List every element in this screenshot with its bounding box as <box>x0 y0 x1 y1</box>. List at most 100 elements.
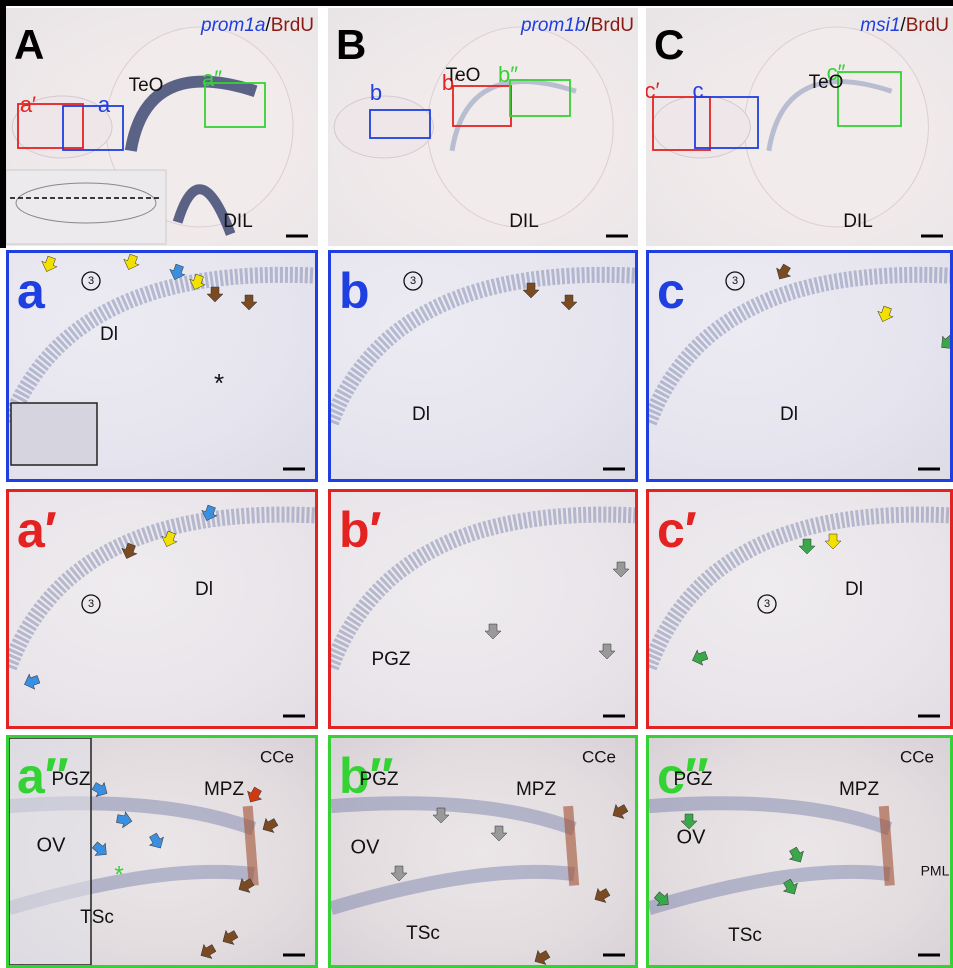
inset-diagram <box>6 170 166 244</box>
annotation: OV <box>37 834 67 856</box>
annotation: c <box>693 78 704 103</box>
annotation: CCe <box>900 747 934 766</box>
inset-frame <box>11 403 97 465</box>
arrow <box>207 287 223 302</box>
panel-canvas: b″PGZCCeMPZOVTSc <box>331 738 635 965</box>
micrograph-panel: Bprom1b/BrdUbb′b″TeODIL <box>328 8 638 246</box>
annotation: PGZ <box>359 769 398 790</box>
annotation: DIL <box>509 211 539 232</box>
annotation: Dl <box>845 579 863 600</box>
annotation: 3 <box>410 275 416 287</box>
title-part: prom1b <box>520 15 585 36</box>
annotation: TeO <box>446 65 481 86</box>
tissue-band <box>331 275 635 423</box>
arrow <box>561 295 577 310</box>
annotation: CCe <box>582 747 616 766</box>
annotation: PGZ <box>51 769 90 790</box>
mpz-band <box>248 806 254 885</box>
annotation: a <box>98 92 111 117</box>
arrow <box>773 262 794 283</box>
arrow <box>531 947 552 965</box>
annotation: PML <box>18 961 45 965</box>
panel-title: prom1a/BrdU <box>200 15 314 36</box>
arrow <box>259 815 280 836</box>
arrow <box>825 534 841 549</box>
title-part: prom1a <box>200 15 265 36</box>
annotation: TeO <box>129 75 164 96</box>
annotation: a′ <box>20 92 36 117</box>
annotation: c′ <box>646 78 660 103</box>
tissue-band <box>649 872 890 908</box>
arrow <box>121 253 141 272</box>
annotation: 3 <box>88 598 94 610</box>
title-part: BrdU <box>906 15 949 36</box>
arrow <box>799 539 815 554</box>
arrow <box>786 845 807 866</box>
panel-label: a <box>17 263 46 319</box>
panel-canvas: b′PGZ <box>331 492 635 726</box>
micrograph-panel: b′PGZ <box>328 489 638 729</box>
title-part: msi1 <box>860 15 900 36</box>
panel-canvas: Bprom1b/BrdUbb′b″TeODIL <box>328 8 638 246</box>
arrow <box>391 866 407 881</box>
tissue-band <box>649 275 950 423</box>
tissue-band <box>9 275 315 423</box>
arrow <box>90 839 112 861</box>
panel-label: A <box>14 21 44 68</box>
annotation: MPZ <box>204 779 245 800</box>
panel-canvas: c″PGZCCeMPZOVTScPML <box>649 738 950 965</box>
mpz-band <box>568 806 574 885</box>
arrow <box>491 826 507 841</box>
mpz-band <box>884 806 890 885</box>
figure: Aprom1a/BrdUTeODILa′aa″Bprom1b/BrdUbb′b″… <box>0 0 953 968</box>
tissue <box>334 96 433 158</box>
panel-canvas: c3Dl <box>649 253 950 479</box>
annotation: OV <box>677 826 707 848</box>
arrow <box>197 941 218 962</box>
arrow <box>599 644 615 659</box>
tissue-band <box>331 803 574 829</box>
annotation: * <box>114 861 123 888</box>
arrow <box>690 648 710 668</box>
panel-label: a′ <box>17 502 57 558</box>
panel-title: msi1/BrdU <box>860 15 949 36</box>
annotation: Dl <box>100 324 118 345</box>
annotation: CCe <box>260 747 294 766</box>
tissue-band <box>331 872 574 908</box>
arrow <box>591 885 612 906</box>
micrograph-panel: c″PGZCCeMPZOVTScPML <box>646 735 953 968</box>
panel-title: prom1b/BrdU <box>520 15 634 36</box>
annotation: TSc <box>728 925 762 946</box>
annotation: Dl <box>412 404 430 425</box>
micrograph-panel: a3Dl* <box>6 250 318 482</box>
panel-label: c′ <box>657 502 697 558</box>
annotation: b″ <box>498 62 518 87</box>
annotation: TSc <box>406 923 440 944</box>
panel-label: B <box>336 21 366 68</box>
arrow <box>116 811 134 829</box>
annotation: DIL <box>223 211 253 232</box>
annotation: TSc <box>80 907 114 928</box>
annotation: TeO <box>809 72 844 93</box>
annotation: PGZ <box>371 649 410 670</box>
micrograph-panel: Aprom1a/BrdUTeODILa′aa″ <box>6 8 318 246</box>
annotation: Dl <box>780 404 798 425</box>
annotation: PGZ <box>673 769 712 790</box>
title-part: BrdU <box>271 15 314 36</box>
arrow <box>613 562 629 577</box>
annotation: MPZ <box>516 779 557 800</box>
annotation: 3 <box>88 275 94 287</box>
panel-canvas: a′3Dl <box>9 492 315 726</box>
panel-canvas: Cmsi1/BrdUc′cc″TeODIL <box>646 8 953 246</box>
annotation: DIL <box>843 211 873 232</box>
arrow <box>244 785 265 806</box>
annotation: OV <box>351 836 381 858</box>
